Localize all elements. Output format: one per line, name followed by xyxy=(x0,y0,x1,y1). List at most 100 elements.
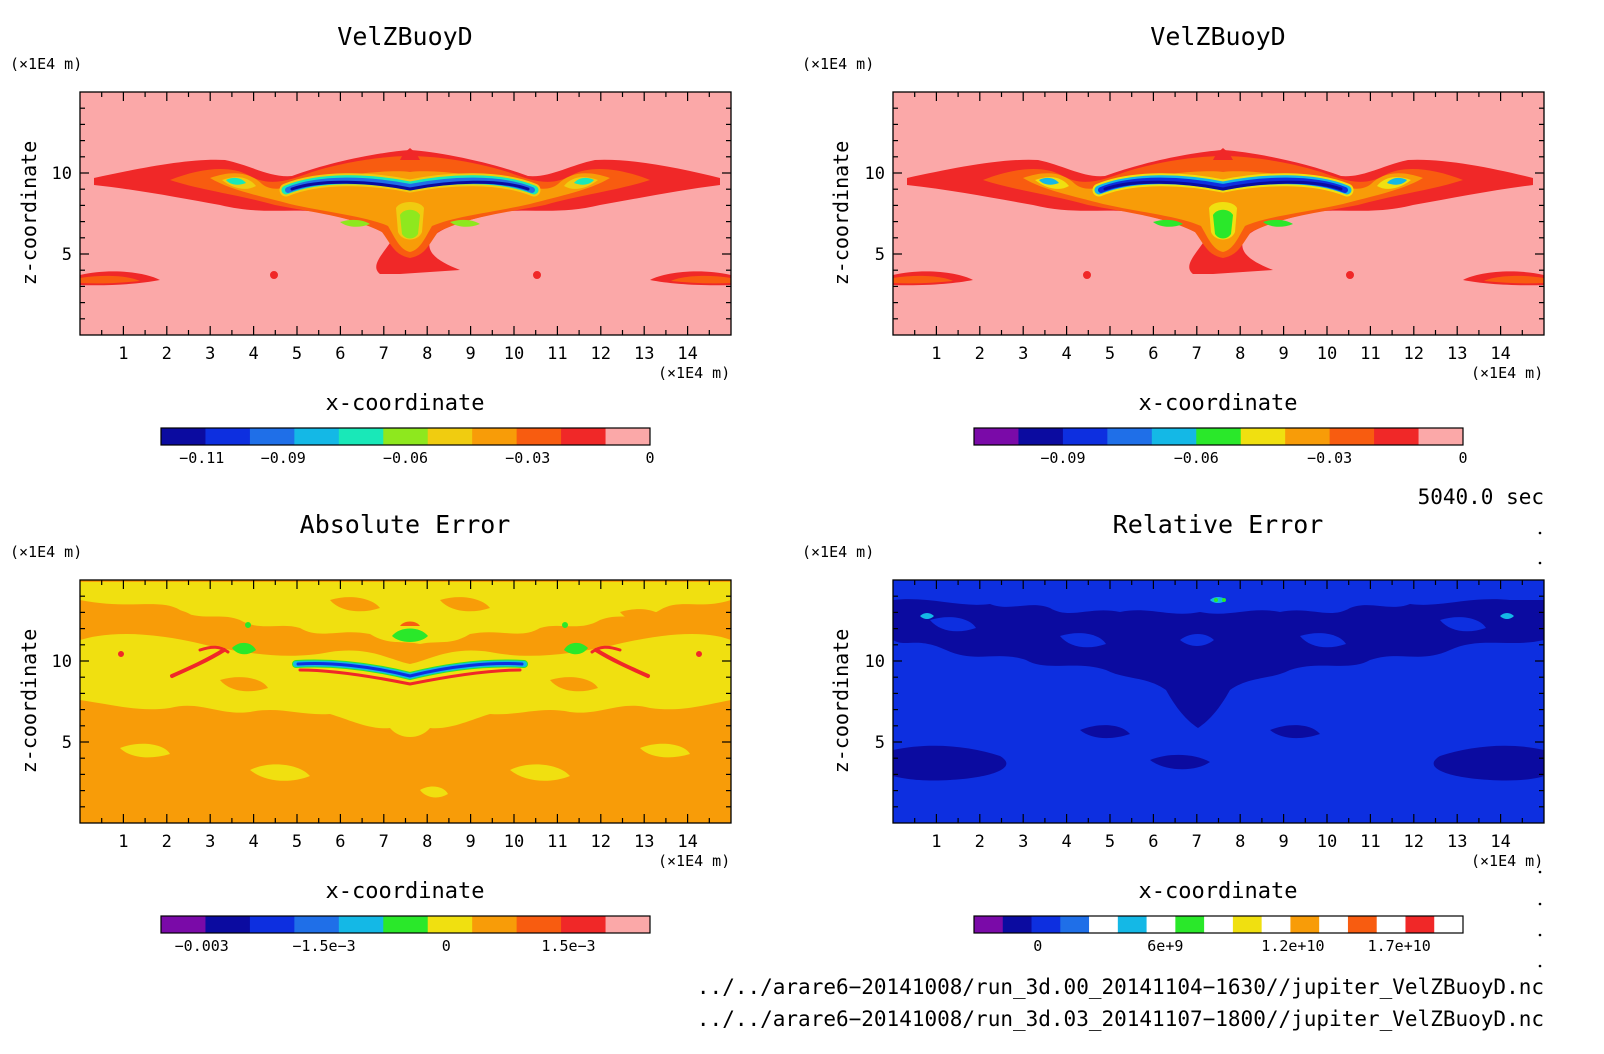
colorbar-swatch xyxy=(1018,428,1064,445)
colorbar-label: −0.11 xyxy=(179,449,224,467)
colorbar-swatch xyxy=(561,428,607,445)
colorbar-swatch xyxy=(1031,916,1061,933)
x-tick-label: 5 xyxy=(292,344,302,364)
x-tick-label: 8 xyxy=(422,344,432,364)
colorbar-swatch xyxy=(1107,428,1153,445)
x-tick-label: 1 xyxy=(118,344,128,364)
colorbar-swatch xyxy=(472,916,518,933)
colorbar-swatch xyxy=(294,428,340,445)
colorbar-swatch xyxy=(249,428,295,445)
colorbar-swatch xyxy=(1002,916,1033,933)
colorbar-swatch xyxy=(1196,428,1242,445)
x-tick-label: 8 xyxy=(1235,344,1245,364)
colorbar-label: −0.09 xyxy=(1040,449,1085,467)
colorbar-swatch xyxy=(1376,916,1406,933)
x-tick-label: 5 xyxy=(1105,344,1115,364)
colorbar-label: 0 xyxy=(1458,449,1467,467)
panel-title: Absolute Error xyxy=(300,510,511,539)
x-tick-label: 2 xyxy=(162,344,172,364)
colorbar-swatch xyxy=(1374,428,1420,445)
colorbar-swatch xyxy=(1232,916,1263,933)
colorbar: 0 6e+9 1.2e+10 1.7e+10 xyxy=(973,915,1464,955)
contour-field xyxy=(80,148,731,286)
colorbar-swatch xyxy=(561,916,607,933)
colorbar-label: 0 xyxy=(645,449,654,467)
panel-title: VelZBuoyD xyxy=(337,22,472,51)
x-tick-label: 3 xyxy=(205,344,215,364)
colorbar-swatch xyxy=(516,916,562,933)
panel-velzbuoyd-2: VelZBuoyD (×1E4 m) 1 2 3 4 5 6 7 8 9 10 11 12 13 1451… xyxy=(802,22,1545,467)
colorbar-swatch xyxy=(294,916,340,933)
colorbar-label: −0.06 xyxy=(383,449,428,467)
x-tick-label: 6 xyxy=(335,344,345,364)
panel-relative-error: Relative Error (×1E4 m) 1 2 3 4 5 6 7 8 9 10 11 12 1… xyxy=(802,510,1545,955)
x-tick-label: 1 xyxy=(118,832,128,852)
colorbar-swatch xyxy=(1089,916,1119,933)
x-tick-label: 13 xyxy=(634,832,654,852)
file-path-2: ../../arare6−20141008/run_3d.03_20141107… xyxy=(697,1007,1544,1031)
y-tick-label: 5 xyxy=(875,733,885,753)
x-tick-label: 10 xyxy=(1317,344,1337,364)
x-tick-label: 9 xyxy=(465,344,475,364)
colorbar-swatch xyxy=(472,428,518,445)
y-axis-label: z-coordinate xyxy=(829,141,853,286)
y-axis-label: z-coordinate xyxy=(829,629,853,774)
x-tick-label: 2 xyxy=(162,832,172,852)
x-tick-label: 2 xyxy=(975,832,985,852)
colorbar-swatch xyxy=(605,916,651,933)
x-tick-label: 11 xyxy=(547,344,567,364)
x-tick-label: 14 xyxy=(1490,832,1510,852)
colorbar-swatch xyxy=(974,916,1004,933)
colorbar-label: 0 xyxy=(442,937,451,955)
time-label: 5040.0 sec xyxy=(1418,485,1544,509)
colorbar-swatch xyxy=(1240,428,1286,445)
x-tick-label: 3 xyxy=(1018,344,1028,364)
x-unit-label: (×1E4 m) xyxy=(658,852,730,870)
colorbar-swatch xyxy=(1418,428,1464,445)
colorbar-label: −1.5e−3 xyxy=(292,937,355,955)
y-tick-label: 5 xyxy=(62,733,72,753)
colorbar-label: 1.7e+10 xyxy=(1368,937,1431,955)
colorbar-swatch xyxy=(161,916,206,933)
colorbar-swatch xyxy=(1204,916,1234,933)
colorbar-label: −0.03 xyxy=(1307,449,1352,467)
file-path-1: ../../arare6−20141008/run_3d.00_20141104… xyxy=(697,975,1544,999)
colorbar-label: −0.09 xyxy=(261,449,306,467)
x-tick-label: 6 xyxy=(1148,832,1158,852)
colorbar-label: 1.2e+10 xyxy=(1261,937,1324,955)
x-axis-label: x-coordinate xyxy=(326,391,485,416)
colorbar-swatch xyxy=(383,428,429,445)
colorbar-swatch xyxy=(338,428,384,445)
y-tick-label: 10 xyxy=(52,652,72,672)
x-tick-label: 5 xyxy=(1105,832,1115,852)
x-tick-label: 6 xyxy=(335,832,345,852)
contour-field xyxy=(893,148,1544,286)
x-tick-label: 1 xyxy=(931,832,941,852)
x-tick-label: 8 xyxy=(422,832,432,852)
x-tick-label: 14 xyxy=(1490,344,1510,364)
x-tick-label: 12 xyxy=(1404,344,1424,364)
x-tick-label: 9 xyxy=(1278,832,1288,852)
x-tick-label: 11 xyxy=(547,832,567,852)
colorbar-swatch xyxy=(516,428,562,445)
colorbar-label: −0.003 xyxy=(175,937,229,955)
x-tick-label: 4 xyxy=(1061,832,1071,852)
colorbar-swatch xyxy=(427,428,473,445)
y-unit-label: (×1E4 m) xyxy=(10,543,82,561)
x-tick-label: 12 xyxy=(591,832,611,852)
x-tick-label: 13 xyxy=(634,344,654,364)
colorbar-label: 6e+9 xyxy=(1147,937,1183,955)
x-tick-label: 7 xyxy=(379,832,389,852)
x-tick-label: 2 xyxy=(975,344,985,364)
colorbar-swatch xyxy=(161,428,206,445)
colorbar-swatch xyxy=(205,428,251,445)
x-tick-label: 3 xyxy=(1018,832,1028,852)
colorbar-swatch xyxy=(1060,916,1090,933)
colorbar-swatch xyxy=(1329,428,1375,445)
y-tick-label: 5 xyxy=(62,245,72,265)
x-tick-label: 4 xyxy=(248,344,258,364)
